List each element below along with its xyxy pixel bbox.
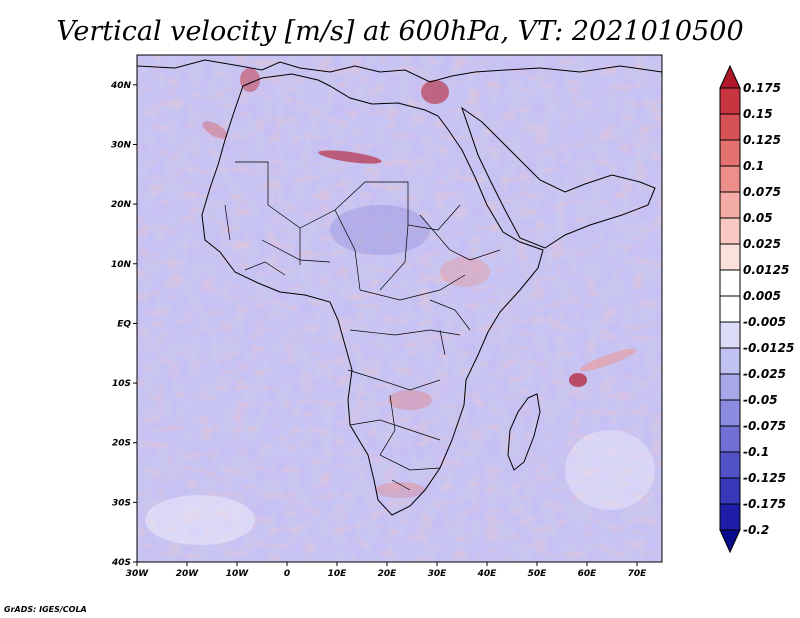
colorbar-label: 0.0125 [743,263,789,277]
colorbar-segment [719,269,741,297]
y-tick-label: 20N [111,200,132,210]
x-tick-label: 0 [284,569,290,579]
x-tick-label: 20W [176,569,200,579]
colorbar-label: -0.2 [743,523,769,537]
colorbar-segment [719,113,741,141]
colorbar-segment [719,165,741,193]
y-tick-label: 30S [112,498,131,508]
coastlines [137,59,662,516]
colorbar-label: -0.075 [743,419,786,433]
colorbar-bottom-arrow [719,529,741,554]
colorbar-label: -0.005 [743,315,786,329]
y-tick-label: 40N [110,81,132,91]
colorbar-label: 0.1 [743,159,764,173]
y-tick-label: 20S [112,439,131,449]
colorbar-segment [719,477,741,505]
x-tick-label: 20E [378,569,398,579]
x-tick-label: 10W [226,569,250,579]
colorbar-segment [719,295,741,323]
colorbar-label: 0.025 [743,237,781,251]
y-tick-label: EQ [117,319,131,329]
colorbar-segment [719,347,741,375]
colorbar-label: -0.05 [743,393,778,407]
colorbar-label: 0.05 [743,211,773,225]
country-borders [224,161,501,491]
x-tick-label: 50E [528,569,548,579]
x-tick-label: 30W [126,569,150,579]
y-tick-label: 10N [111,260,132,270]
plot-frame [136,54,663,563]
x-tick-label: 10E [328,569,348,579]
colorbar-segment [719,425,741,453]
map-title: Vertical velocity [m/s] at 600hPa, VT: 2… [56,16,743,47]
colorbar-label: 0.175 [743,81,781,95]
x-tick-label: 30E [428,569,448,579]
colorbar-label: -0.175 [743,497,786,511]
grads-credit: GrADS: IGES/COLA [4,605,87,614]
europe-coastline [137,59,662,83]
x-axis: 30W 20W 10W 0 10E 20E 30E 40E 50E 60E 70E [126,562,647,579]
colorbar-segment [719,321,741,349]
y-tick-label: 40S [111,558,131,568]
colorbar-segment [719,503,741,531]
x-tick-label: 60E [578,569,598,579]
y-tick-label: 10S [112,379,131,389]
velocity-field [137,55,662,562]
y-axis: 40N 30N 20N 10N EQ 10S 20S 30S 40S [110,81,137,568]
y-tick-label: 30N [111,140,132,150]
colorbar-segment [719,87,741,115]
colorbar-segment [719,399,741,427]
arabia-coastline [461,106,656,249]
colorbar-label: -0.0125 [743,341,794,355]
colorbar-top-arrow [719,64,741,89]
colorbar-segment [719,139,741,167]
colorbar-segment [719,373,741,401]
madagascar-coastline [507,393,541,471]
colorbar-label: 0.15 [743,107,773,121]
colorbar-segment [719,191,741,219]
x-tick-label: 70E [628,569,648,579]
colorbar-label: 0.005 [743,289,781,303]
colorbar-segment [719,217,741,245]
x-tick-label: 40E [477,569,498,579]
colorbar-segment [719,451,741,479]
colorbar: 0.175 0.15 0.125 0.1 0.075 0.05 0.025 0.0125 0.0… [719,64,794,554]
colorbar-segment [719,243,741,271]
colorbar-label: 0.075 [743,185,781,199]
colorbar-label: -0.125 [743,471,786,485]
colorbar-label: 0.125 [743,133,781,147]
africa-coastline [201,73,544,516]
colorbar-label: -0.025 [743,367,786,381]
colorbar-label: -0.1 [743,445,769,459]
